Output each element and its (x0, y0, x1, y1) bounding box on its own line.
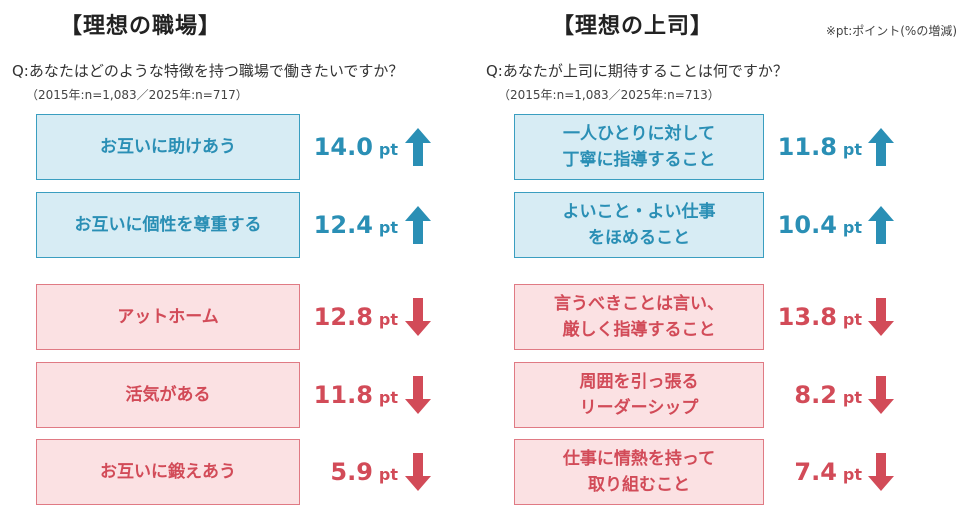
workplace-item-label: お互いに助けあう (36, 114, 300, 180)
arrow-down-icon (868, 298, 894, 336)
value-number: 10.4 (777, 211, 837, 239)
boss-item-label: よいこと・よい仕事 をほめること (514, 192, 764, 258)
arrow-down-icon (868, 453, 894, 491)
value-number: 14.0 (313, 133, 373, 161)
workplace-question: Q:あなたはどのような特徴を持つ職場で働きたいですか？ (12, 62, 404, 80)
workplace-item-value: 12.4 pt (314, 192, 398, 258)
boss-item-label: 言うべきことは言い、 厳しく指導すること (514, 284, 764, 350)
workplace-item-label: お互いに個性を尊重する (36, 192, 300, 258)
boss-item-value: 8.2 pt (794, 362, 862, 428)
workplace-item-label: 活気がある (36, 362, 300, 428)
boss-item-label: 仕事に情熱を持って 取り組むこと (514, 439, 764, 505)
value-unit: pt (378, 464, 398, 484)
boss-title: 【理想の上司】 (552, 14, 714, 39)
value-number: 5.9 (330, 458, 373, 486)
value-number: 12.8 (313, 303, 373, 331)
unit-note: ※pt:ポイント(%の増減) (825, 24, 957, 38)
value-unit: pt (842, 217, 862, 237)
value-number: 13.8 (777, 303, 837, 331)
arrow-down-icon (405, 376, 431, 414)
workplace-title: 【理想の職場】 (60, 14, 222, 39)
arrow-up-icon (405, 206, 431, 244)
workplace-item-value: 5.9 pt (330, 439, 398, 505)
value-number: 11.8 (777, 133, 837, 161)
arrow-up-icon (405, 128, 431, 166)
boss-item-label: 周囲を引っ張る リーダーシップ (514, 362, 764, 428)
arrow-up-icon (868, 206, 894, 244)
boss-item-value: 10.4 pt (778, 192, 862, 258)
workplace-item-label: お互いに鍛えあう (36, 439, 300, 505)
value-number: 11.8 (313, 381, 373, 409)
value-number: 7.4 (794, 458, 837, 486)
value-unit: pt (378, 309, 398, 329)
boss-item-value: 7.4 pt (794, 439, 862, 505)
workplace-panel: 【理想の職場】 Q:あなたはどのような特徴を持つ職場で働きたいですか？ （201… (0, 0, 480, 510)
workplace-sample-size: （2015年:n=1,083／2025年:n=717） (26, 88, 248, 102)
value-unit: pt (842, 387, 862, 407)
value-unit: pt (842, 464, 862, 484)
arrow-down-icon (405, 298, 431, 336)
value-number: 8.2 (794, 381, 837, 409)
value-unit: pt (378, 139, 398, 159)
arrow-down-icon (868, 376, 894, 414)
boss-item-value: 11.8 pt (778, 114, 862, 180)
workplace-item-label: アットホーム (36, 284, 300, 350)
boss-question: Q:あなたが上司に期待することは何ですか？ (486, 62, 788, 80)
arrow-up-icon (868, 128, 894, 166)
boss-panel: 【理想の上司】 ※pt:ポイント(%の増減) Q:あなたが上司に期待することは何… (480, 0, 971, 510)
value-number: 12.4 (313, 211, 373, 239)
workplace-item-value: 14.0 pt (314, 114, 398, 180)
boss-sample-size: （2015年:n=1,083／2025年:n=713） (498, 88, 720, 102)
workplace-item-value: 12.8 pt (314, 284, 398, 350)
value-unit: pt (378, 217, 398, 237)
boss-item-label: 一人ひとりに対して 丁寧に指導すること (514, 114, 764, 180)
boss-item-value: 13.8 pt (778, 284, 862, 350)
value-unit: pt (842, 309, 862, 329)
value-unit: pt (842, 139, 862, 159)
workplace-item-value: 11.8 pt (314, 362, 398, 428)
arrow-down-icon (405, 453, 431, 491)
value-unit: pt (378, 387, 398, 407)
